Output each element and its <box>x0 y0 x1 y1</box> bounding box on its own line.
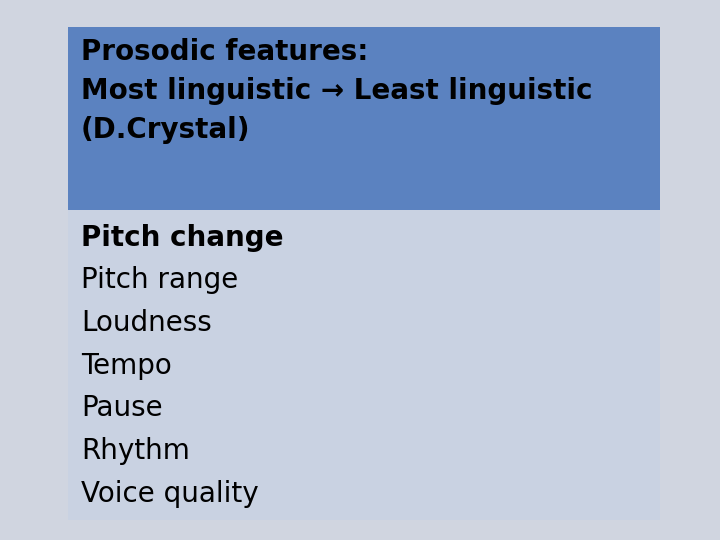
Text: Rhythm: Rhythm <box>81 437 190 465</box>
Text: Loudness: Loudness <box>81 309 212 337</box>
Text: Pause: Pause <box>81 394 163 422</box>
Text: Tempo: Tempo <box>81 352 171 380</box>
Text: Pitch range: Pitch range <box>81 266 238 294</box>
Text: Prosodic features:
Most linguistic → Least linguistic
(D.Crystal): Prosodic features: Most linguistic → Lea… <box>81 38 593 144</box>
Bar <box>68 27 660 210</box>
Text: Voice quality: Voice quality <box>81 480 258 508</box>
Bar <box>68 210 660 520</box>
Text: Pitch change: Pitch change <box>81 224 284 252</box>
